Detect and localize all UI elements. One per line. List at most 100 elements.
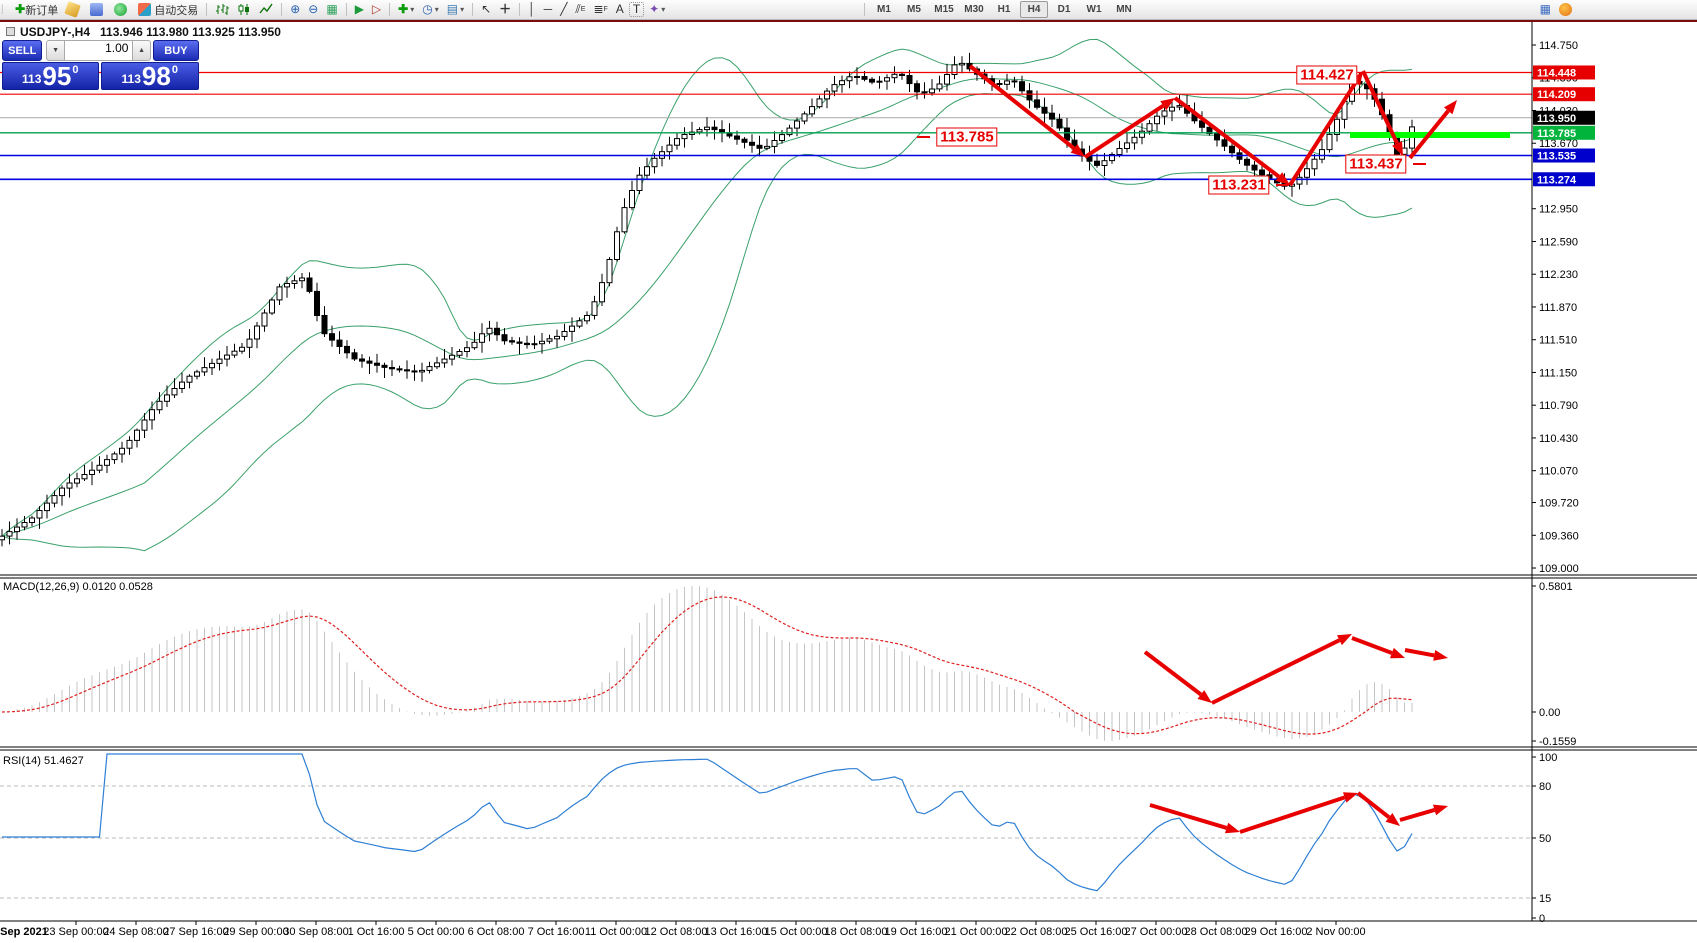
tab-timeframe-m30[interactable]: M30 (964, 4, 984, 15)
chart-window-icon[interactable]: ▦ (1539, 2, 1551, 16)
trendline-button[interactable]: ╱ (560, 2, 568, 16)
time-tick-label: 5 Oct 00:00 (408, 926, 465, 938)
tab-timeframe-mn[interactable]: MN (1116, 4, 1132, 15)
candle (561, 331, 568, 337)
chart-shift-button[interactable]: ▷ (371, 2, 382, 16)
bar-chart-button[interactable] (212, 1, 232, 18)
buy-price-display[interactable]: 113 98 0 (100, 62, 199, 90)
volume-input[interactable]: 1.00 (64, 40, 133, 61)
candle (1169, 106, 1175, 112)
candle (1304, 168, 1310, 178)
auto-scroll-button[interactable]: ▶ (354, 2, 364, 16)
candle (1214, 133, 1220, 141)
autotrading-icon (138, 3, 152, 16)
buy-price-figure: 113 (121, 72, 141, 86)
volume-increase-button[interactable]: ▲ (132, 40, 151, 61)
price-badge-label: 113.535 (1537, 151, 1576, 163)
tab-timeframe-h4[interactable]: H4 (1020, 1, 1048, 18)
crosshair-button[interactable]: ＋ (499, 2, 512, 16)
candle (501, 334, 508, 342)
candle (1041, 106, 1048, 114)
tab-timeframe-h1[interactable]: H1 (997, 4, 1011, 15)
candle (74, 478, 80, 484)
horizontal-line-button[interactable]: ─ (543, 2, 553, 16)
candle (636, 174, 643, 191)
zoom-in-button[interactable]: ⊕ (290, 2, 301, 16)
candle (1026, 90, 1033, 101)
text-label-button[interactable]: T (628, 2, 645, 17)
add-indicator-button[interactable]: ✚ ▾ (395, 1, 417, 18)
tab-timeframe-w1[interactable]: W1 (1086, 4, 1102, 15)
tab-timeframe-m15[interactable]: M15 (934, 4, 954, 15)
alert-icon[interactable] (1556, 1, 1578, 18)
new-order-button[interactable]: ✚ 新订单 (12, 1, 61, 18)
buy-button[interactable]: BUY (152, 40, 199, 61)
candle (21, 522, 28, 528)
main-pane[interactable] (0, 38, 1532, 552)
tile-windows-button[interactable]: ▦ (326, 2, 338, 16)
sell-price-figure: 113 (22, 72, 42, 86)
tab-timeframe-m1[interactable]: M1 (877, 4, 891, 15)
sell-price-display[interactable]: 113 95 0 (2, 62, 99, 90)
autotrading-button[interactable]: 自动交易 (135, 1, 201, 18)
template-icon: ▤ (446, 2, 459, 16)
volume-decrease-button[interactable]: ▼ (46, 40, 65, 61)
metaeditor-button[interactable] (87, 1, 109, 18)
sell-button[interactable]: SELL (2, 40, 43, 61)
bar-chart-icon (216, 4, 230, 15)
annotation-label[interactable]: 113.231 (1208, 175, 1270, 195)
candle (314, 290, 320, 316)
chart-window-top-border (0, 20, 1697, 22)
tab-timeframe-d1[interactable]: D1 (1057, 4, 1071, 15)
text-button[interactable]: A (615, 2, 624, 16)
candle (96, 464, 103, 471)
candles-layer (0, 52, 1415, 547)
price-tick-label: 110.790 (1539, 400, 1578, 412)
price-badge (1533, 87, 1595, 102)
candle (1296, 176, 1303, 185)
vertical-line-button[interactable]: │ (528, 2, 536, 16)
macd-histogram (9, 586, 1413, 741)
periods-button[interactable]: ◷ ▾ (419, 1, 442, 18)
candle (396, 368, 403, 371)
line-chart-button[interactable] (256, 1, 276, 18)
price-axis[interactable]: 114.750114.390114.030113.670112.950112.5… (1532, 40, 1595, 925)
horizontal-lines[interactable] (0, 71, 1532, 181)
macd-pane[interactable] (1, 586, 1413, 741)
templates-button[interactable]: ▤ ▾ (444, 1, 467, 18)
candle (441, 358, 448, 364)
candle (89, 469, 95, 476)
arrows-tool-icon: ✦ (649, 2, 660, 16)
candle (854, 76, 860, 78)
candle (6, 531, 13, 537)
candle (1101, 160, 1108, 166)
annotation-label[interactable]: 113.437 (1345, 154, 1407, 174)
candle (824, 90, 830, 100)
rsi-pane[interactable] (0, 753, 1532, 899)
separator (519, 3, 521, 16)
candle (1319, 149, 1325, 160)
annotation-arrows-main[interactable] (917, 64, 1457, 187)
candle (171, 388, 178, 396)
candle (606, 259, 613, 284)
equidistant-channel-button[interactable]: ⫽ E (575, 2, 586, 16)
candle (704, 126, 710, 131)
annotation-arrows-macd[interactable] (1143, 634, 1448, 705)
zoom-out-button[interactable]: ⊖ (308, 2, 319, 16)
annotation-arrows-rsi[interactable] (1149, 791, 1448, 834)
chevron-down-icon: ▾ (410, 5, 415, 14)
arrows-tool-button[interactable]: ✦ ▾ (646, 1, 668, 18)
signals-button[interactable] (111, 1, 133, 18)
candle (651, 157, 658, 168)
eraser-button[interactable] (63, 1, 85, 18)
chart-title: USDJPY-,H4 113.946 113.980 113.925 113.95… (6, 25, 281, 39)
cursor-button[interactable]: ↖ (481, 2, 492, 16)
eraser-icon (64, 1, 82, 18)
tab-timeframe-m5[interactable]: M5 (907, 4, 921, 15)
fibonacci-button[interactable]: ≣ F (593, 2, 608, 16)
annotation-label[interactable]: 113.785 (936, 127, 998, 147)
annotation-label[interactable]: 114.427 (1296, 65, 1358, 85)
candlestick-chart-button[interactable] (234, 1, 254, 18)
